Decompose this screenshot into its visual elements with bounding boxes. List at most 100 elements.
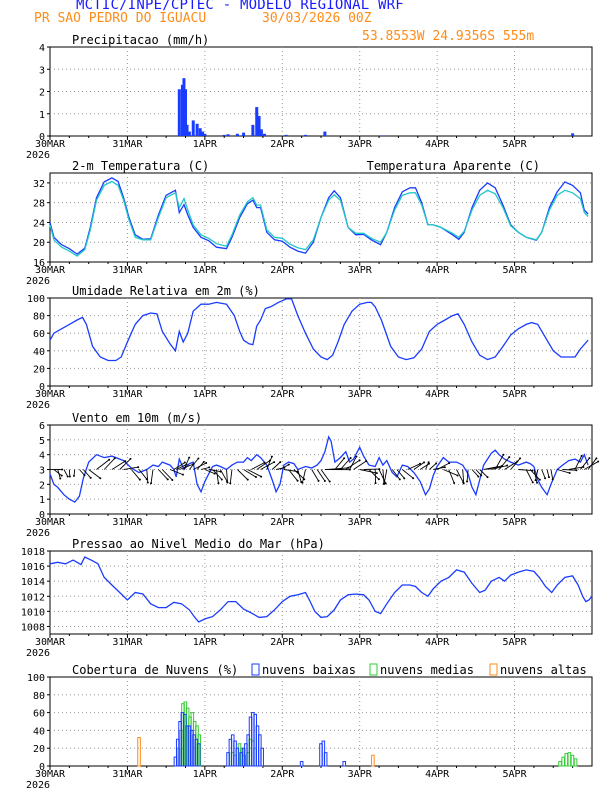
wind-arrow [251,462,265,470]
y-tick-label: 0 [39,762,45,773]
wind-arrow-head [287,463,290,466]
precip-bar [222,134,226,136]
x-tick-label: 31MAR [112,265,143,276]
wind-arrow-head [358,459,361,462]
y-tick-label: 80 [33,691,45,702]
wind-arrow-head [519,457,522,460]
x-tick-label: 5APR [503,389,528,400]
wind-arrow-head [213,472,216,475]
wind-arrow-head [477,475,480,478]
legend-label: nuvens baixas [262,663,356,677]
x-tick-label: 4APR [425,769,450,780]
wind-arrow [103,457,116,470]
legend-label: nuvens altas [500,663,587,677]
wind-arrow [525,469,534,483]
precip-bar [187,131,191,136]
x-tick-label: 30MAR [35,769,66,780]
wind-arrow-head [486,476,489,479]
y-tick-label: 1016 [21,562,45,573]
wind-arrow [179,463,194,470]
x-tick-label: 4APR [425,389,450,400]
year-label: 2026 [26,276,50,287]
series-line-1 [49,556,593,623]
wind-arrow [271,461,281,470]
wind-arrow [146,469,149,483]
wind-arrow [260,461,275,470]
precip-bar [182,78,186,136]
precip-bar [185,124,189,136]
year-label: 2026 [26,648,50,659]
x-tick-label: 1APR [193,265,218,276]
wind-arrow-head [61,468,64,471]
wind-arrow [396,469,405,479]
wind-arrow-head [202,460,205,463]
wind-arrow-head [171,478,174,481]
wind-arrow [436,462,450,470]
wind-arrow [320,469,331,482]
x-tick-label: 5APR [503,517,528,528]
wind-arrow-head [208,466,211,469]
plot-frame [49,676,593,767]
wind-arrow-head [59,477,62,480]
x-tick-label: 2APR [270,139,295,150]
year-label: 2026 [26,780,50,791]
wind-arrow-head [349,457,352,460]
x-tick-label: 4APR [425,517,450,528]
y-tick-label: 0 [39,510,45,521]
wind-arrow-head [595,457,598,460]
plot-frame [49,550,593,635]
wind-arrow-head [246,478,249,481]
wind-arrow-head [260,475,263,478]
wind-arrow [456,469,464,483]
x-tick-label: 1APR [193,139,218,150]
cloud-mid-bar [570,754,575,767]
precip-bar [201,131,205,136]
x-tick-label: 31MAR [112,517,143,528]
year-label: 2026 [26,528,50,539]
wind-arrow-head [254,476,257,479]
y-tick-label: 2 [39,480,45,491]
y-tick-label: 1 [39,495,45,506]
wind-arrow-head [270,455,273,458]
precip-bar [381,135,385,136]
precip-bar [203,133,207,136]
series-line-2 [49,180,589,257]
y-tick-label: 40 [33,726,45,737]
wind-arrow-head [435,462,438,465]
wind-arrow [359,469,377,474]
header-title: MCTIC/INPE/CPTEC - MODELO REGIONAL WRF [76,0,404,13]
wind-arrow [494,454,504,470]
wind-arrow [204,469,215,475]
x-tick-label: 4APR [425,139,450,150]
header-location: PR SAO PEDRO DO IGUACU [34,11,207,26]
panel-title: 2-m Temperatura (C) [72,159,209,173]
chart-panel-1 [47,46,593,140]
precip-bar [226,134,230,136]
x-tick-label: 3APR [348,265,373,276]
y-tick-label: 100 [27,673,45,684]
wind-arrow [479,469,488,478]
y-tick-label: 1010 [21,607,45,618]
wind-arrow [425,462,430,470]
wind-arrow-head [508,456,511,459]
panel-title: Vento em 10m (m/s) [72,411,202,425]
wind-arrow [183,457,190,470]
wind-arrow [288,469,298,482]
wind-arrow-head [580,454,583,457]
wind-arrow-head [384,482,387,485]
wind-arrow-head [263,461,266,464]
legend-label: nuvens medias [380,663,474,677]
wind-arrow [216,469,219,484]
precip-bar [284,134,288,136]
wind-arrow-head [99,477,102,480]
wind-arrow-head [83,474,86,477]
wind-arrow [574,455,582,470]
wind-arrow-head [137,466,140,469]
wind-arrow [208,469,221,473]
legend-swatch [251,663,260,676]
wind-arrow [413,461,425,470]
wind-arrow-head [138,478,141,481]
wind-arrow-head [113,457,116,460]
wind-arrow-head [89,476,92,479]
